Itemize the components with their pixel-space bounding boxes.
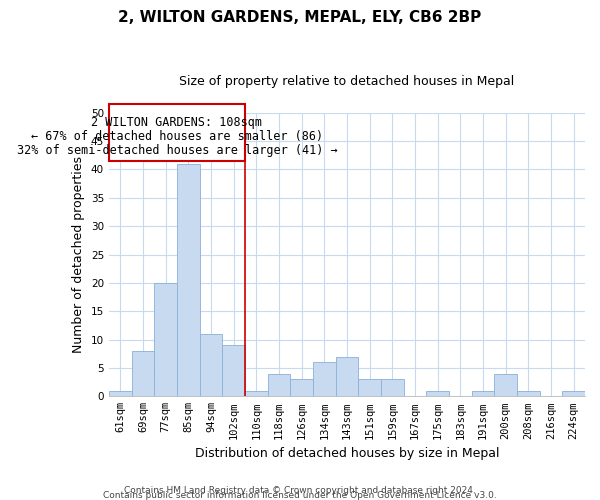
Bar: [494, 374, 517, 396]
Bar: [358, 380, 381, 396]
Text: 32% of semi-detached houses are larger (41) →: 32% of semi-detached houses are larger (…: [17, 144, 337, 157]
Bar: [222, 346, 245, 397]
Bar: [268, 374, 290, 396]
Bar: [472, 390, 494, 396]
Text: Contains public sector information licensed under the Open Government Licence v3: Contains public sector information licen…: [103, 491, 497, 500]
X-axis label: Distribution of detached houses by size in Mepal: Distribution of detached houses by size …: [194, 447, 499, 460]
Bar: [109, 390, 131, 396]
Bar: [313, 362, 335, 396]
Y-axis label: Number of detached properties: Number of detached properties: [72, 156, 85, 353]
Text: Contains HM Land Registry data © Crown copyright and database right 2024.: Contains HM Land Registry data © Crown c…: [124, 486, 476, 495]
Bar: [562, 390, 585, 396]
Bar: [177, 164, 200, 396]
Bar: [517, 390, 539, 396]
Bar: [335, 356, 358, 397]
Text: ← 67% of detached houses are smaller (86): ← 67% of detached houses are smaller (86…: [31, 130, 323, 143]
Bar: [109, 104, 245, 161]
Bar: [381, 380, 404, 396]
Bar: [290, 380, 313, 396]
Text: 2, WILTON GARDENS, MEPAL, ELY, CB6 2BP: 2, WILTON GARDENS, MEPAL, ELY, CB6 2BP: [118, 10, 482, 25]
Title: Size of property relative to detached houses in Mepal: Size of property relative to detached ho…: [179, 75, 515, 88]
Bar: [154, 283, 177, 397]
Text: 2 WILTON GARDENS: 108sqm: 2 WILTON GARDENS: 108sqm: [91, 116, 262, 128]
Bar: [245, 390, 268, 396]
Bar: [131, 351, 154, 397]
Bar: [200, 334, 222, 396]
Bar: [426, 390, 449, 396]
